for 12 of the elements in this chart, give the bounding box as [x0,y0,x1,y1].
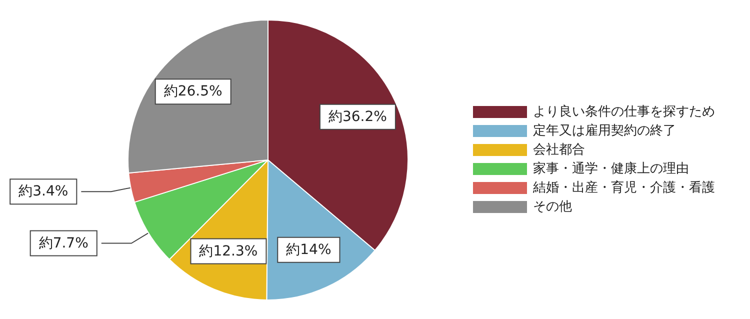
data-label: 約26.5% [164,84,222,100]
legend-label: 会社都合 [533,142,585,158]
data-label: 約36.2% [328,108,387,125]
data-label: 約3.4% [18,184,68,200]
data-label: 約7.7% [38,235,88,252]
legend-label: 定年又は雇用契約の終了 [533,122,676,138]
legend-label: 家事・通学・健康上の理由 [533,160,689,176]
legend-label: より良い条件の仕事を探すため [533,104,715,120]
legend-label: 結婚・出産・育児・介護・看護 [532,180,715,196]
legend-label: その他 [533,200,572,214]
data-label: 約12.3% [199,243,258,260]
data-label: 約14% [286,242,332,258]
